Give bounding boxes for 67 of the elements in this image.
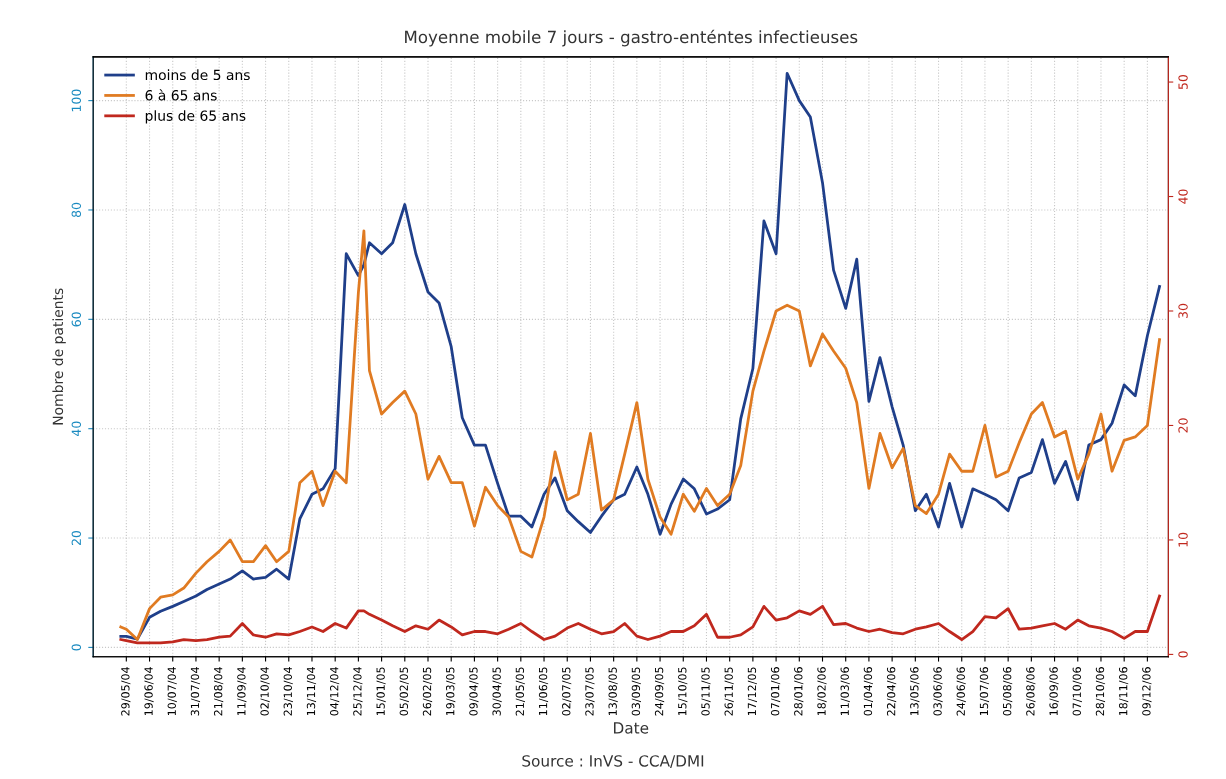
x-tick-label: 31/07/04 [190, 667, 201, 716]
line-series [119, 229, 1161, 641]
x-tick-label: 05/02/05 [399, 667, 409, 716]
x-tick-label: 09/12/06 [1142, 667, 1152, 716]
x-tick-label: 13/11/04 [306, 667, 317, 716]
x-tick-label: 03/06/06 [933, 667, 943, 716]
x-tick-label: 13/08/05 [608, 667, 618, 716]
x-tick-label: 15/07/06 [979, 667, 990, 716]
y-tick-label: 20 [71, 530, 82, 546]
line-series [119, 594, 1161, 645]
x-tick-label: 03/09/05 [631, 667, 641, 716]
legend-label: 6 à 65 ans [145, 89, 217, 101]
x-tick-label: 15/01/05 [376, 667, 386, 716]
x-tick-label: 23/10/04 [283, 667, 293, 716]
y2-tick-label: 10 [1178, 532, 1188, 547]
legend-label: moins de 5 ans [145, 69, 250, 81]
y-tick-label: 0 [71, 644, 82, 651]
chart-title: Moyenne mobile 7 jours - gastro-enténtes infectieuses [405, 29, 858, 47]
x-tick-label: 19/03/05 [446, 667, 456, 716]
x-tick-label: 07/01/06 [770, 667, 781, 716]
y-tick-label: 40 [71, 421, 82, 437]
x-tick-label: 22/04/06 [886, 667, 897, 716]
x-tick-label: 30/04/05 [492, 667, 502, 716]
x-axis-title: Date [614, 722, 649, 734]
x-tick-label: 17/12/05 [747, 667, 757, 716]
y-axis-title: Nombre de patients [52, 288, 66, 425]
x-tick-label: 21/08/04 [213, 667, 224, 716]
x-tick-label: 02/10/04 [260, 667, 270, 716]
x-tick-label: 05/11/05 [701, 667, 711, 716]
x-tick-label: 29/05/04 [121, 667, 131, 716]
x-tick-label: 13/05/06 [910, 667, 920, 716]
y2-tick-label: 30 [1178, 303, 1188, 318]
x-tick-label: 24/06/06 [956, 667, 966, 716]
y-tick-label: 80 [71, 202, 82, 218]
x-tick-label: 11/06/05 [538, 667, 549, 716]
x-tick-label: 23/07/05 [585, 667, 595, 716]
y2-tick-label: 20 [1178, 418, 1188, 433]
y2-tick-label: 40 [1178, 189, 1188, 204]
legend-label: plus de 65 ans [145, 110, 246, 124]
x-tick-label: 15/10/05 [678, 667, 688, 716]
x-tick-label: 18/11/06 [1119, 667, 1129, 716]
y-tick-label: 60 [71, 312, 82, 327]
x-tick-label: 01/04/06 [863, 667, 874, 716]
x-tick-label: 26/08/06 [1026, 667, 1036, 716]
x-tick-label: 04/12/04 [330, 667, 340, 716]
x-tick-label: 07/10/06 [1072, 667, 1082, 716]
x-tick-label: 11/09/04 [237, 667, 247, 716]
x-tick-label: 21/05/05 [515, 667, 525, 716]
x-tick-label: 16/09/06 [1049, 667, 1059, 716]
y-tick-label: 100 [71, 89, 82, 112]
x-tick-label: 24/09/05 [654, 667, 665, 716]
x-tick-label: 19/06/04 [144, 667, 154, 716]
x-tick-label: 28/01/06 [794, 667, 804, 716]
x-tick-label: 25/12/04 [353, 667, 363, 716]
x-tick-label: 11/03/06 [840, 667, 850, 716]
x-tick-label: 09/04/05 [469, 667, 479, 716]
y2-tick-label: 0 [1178, 651, 1188, 658]
y2-tick-label: 50 [1178, 74, 1188, 90]
x-tick-label: 02/07/05 [562, 667, 572, 716]
line-series [119, 71, 1161, 641]
x-tick-label: 26/02/05 [422, 667, 433, 716]
x-tick-label: 18/02/06 [817, 667, 827, 716]
x-tick-label: 28/10/06 [1095, 667, 1106, 716]
x-tick-label: 26/11/05 [724, 667, 734, 716]
x-tick-label: 10/07/04 [167, 667, 177, 716]
x-tick-label: 05/08/06 [1002, 667, 1013, 716]
source-note: Source : InVS - CCA/DMI [522, 755, 704, 768]
